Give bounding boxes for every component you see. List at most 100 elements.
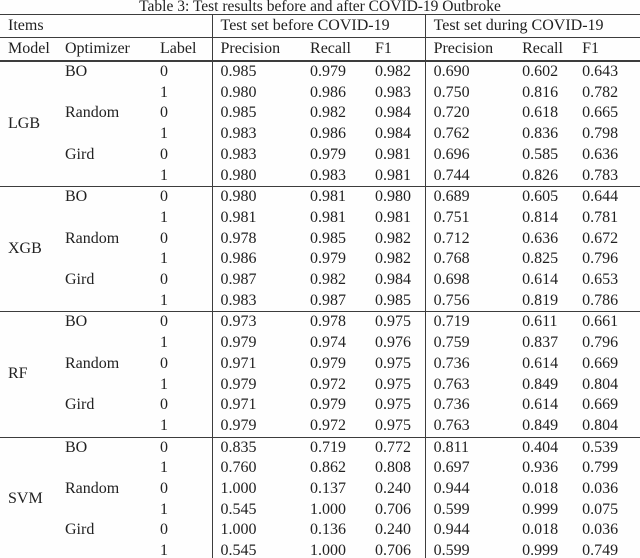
- metric-cell-f1-before: 0.981: [370, 165, 426, 188]
- metric-cell-precision-before: 0.545: [212, 541, 306, 558]
- metric-cell-recall-during: 0.816: [522, 83, 559, 101]
- metric-cell-recall-during: 0.814: [522, 208, 559, 226]
- optimizer-cell: Gird: [62, 520, 155, 558]
- optimizer-cell: Gird: [62, 144, 155, 188]
- metric-cell-precision-during: 0.768: [433, 250, 470, 268]
- table-row: 1 0.979 0.972 0.975 0.763 0.849 0.804: [0, 374, 640, 396]
- metric-cell-recall-before: 0.981: [310, 208, 347, 226]
- metric-cell-recall-before: 1.000: [310, 500, 347, 518]
- metric-cell-f1-before: 0.984: [370, 270, 426, 291]
- table-row: 1 0.979 0.974 0.976 0.759 0.837 0.796: [0, 333, 640, 354]
- metric-cell-f1-during: 0.782: [582, 83, 619, 101]
- table-row: 1 0.545 1.000 0.706 0.599 0.999 0.749: [0, 541, 640, 558]
- table-row: Random 0 1.000 0.137 0.240 0.944 0.018 0.036: [0, 479, 640, 500]
- optimizer-cell: Random: [65, 480, 120, 498]
- metric-cell-recall-before: 0.979: [310, 250, 347, 268]
- metric-cell-precision-before: 0.980: [220, 188, 257, 206]
- metric-cell-f1-during: 0.786: [578, 290, 640, 313]
- group-header-items: Items: [0, 14, 213, 38]
- optimizer-cell: BO: [65, 188, 88, 206]
- metric-cell-recall-during: 0.404: [522, 438, 559, 456]
- metric-cell-precision-during: 0.696: [433, 145, 470, 163]
- metric-cell-precision-before: 0.981: [220, 208, 257, 226]
- metric-cell-precision-during: 0.750: [433, 83, 470, 101]
- col-header-recall-before: Recall: [305, 37, 371, 62]
- metric-cell-recall-during: 0.611: [522, 313, 558, 331]
- metric-cell-precision-before: 0.979: [220, 334, 257, 352]
- metric-cell-precision-before: 0.979: [212, 415, 306, 438]
- metric-cell-f1-during: 0.781: [582, 208, 619, 226]
- metric-cell-recall-before: 0.986: [310, 125, 347, 143]
- metric-cell-recall-during: 0.614: [522, 271, 559, 289]
- metric-cell-f1-during: 0.661: [582, 313, 619, 331]
- label-cell: 0: [155, 186, 213, 208]
- metric-cell-precision-before: 0.985: [220, 63, 257, 80]
- metric-cell-precision-before: 0.971: [220, 396, 257, 414]
- metric-cell-f1-during: 0.672: [582, 229, 619, 247]
- col-header-model: Model: [0, 37, 62, 62]
- label-cell: 0: [155, 353, 213, 375]
- table-row: 1 0.980 0.986 0.983 0.750 0.816 0.782: [0, 82, 640, 104]
- label-cell: 0: [155, 103, 213, 125]
- optimizer-cell: Gird: [62, 395, 155, 438]
- metric-cell-recall-before: 0.979: [310, 396, 347, 414]
- metric-cell-precision-during: 0.689: [433, 188, 470, 206]
- label-cell: 1: [155, 249, 213, 271]
- label-cell: 1: [155, 124, 213, 145]
- table-caption: Table 3: Test results before and after C…: [139, 0, 501, 15]
- metric-cell-f1-before: 0.982: [370, 249, 426, 271]
- metric-cell-f1-during: 0.669: [582, 396, 619, 414]
- optimizer-cell: Gird: [62, 270, 155, 313]
- metric-cell-recall-before: 0.979: [310, 145, 347, 163]
- metric-cell-precision-before: 0.985: [220, 104, 257, 122]
- col-header-f1-during: F1: [578, 37, 640, 62]
- metric-cell-f1-during: 0.796: [582, 250, 619, 268]
- metric-cell-precision-during: 0.690: [433, 63, 470, 80]
- metric-cell-recall-before: 0.983: [305, 165, 371, 188]
- metric-cell-f1-before: 0.975: [370, 395, 426, 416]
- metric-cell-recall-during: 0.614: [522, 354, 559, 372]
- metric-cell-f1-during: 0.804: [578, 415, 640, 438]
- table-row: 1 0.983 0.987 0.985 0.756 0.819 0.786: [0, 290, 640, 313]
- metric-cell-recall-during: 0.849: [518, 415, 579, 438]
- metric-cell-f1-before: 0.240: [370, 479, 426, 500]
- metric-cell-f1-during: 0.749: [578, 541, 640, 558]
- model-cell: SVM: [0, 437, 62, 558]
- table-row: Random 0 0.971 0.979 0.975 0.736 0.614 0.669: [0, 353, 640, 375]
- metric-cell-precision-during: 0.599: [433, 500, 470, 518]
- metric-cell-recall-during: 0.999: [522, 500, 559, 518]
- metric-cell-f1-before: 0.982: [370, 61, 426, 83]
- optimizer-cell: BO: [65, 313, 88, 331]
- results-table-body: LGB BO 0 0.985 0.979 0.982 0.690 0.602 0.643 1 0.9…: [0, 61, 640, 558]
- metric-cell-f1-during: 0.539: [582, 438, 619, 456]
- metric-cell-recall-during: 0.018: [522, 480, 559, 498]
- metric-cell-precision-during: 0.811: [433, 438, 469, 456]
- metric-cell-precision-before: 0.973: [220, 313, 257, 331]
- metric-cell-f1-during: 0.075: [582, 500, 619, 518]
- metric-cell-recall-before: 0.719: [310, 438, 347, 456]
- label-cell: 1: [155, 333, 213, 354]
- metric-cell-f1-during: 0.799: [582, 459, 619, 477]
- table-row: Gird 0 1.000 0.136 0.240 0.944 0.018 0.036: [0, 520, 640, 558]
- metric-cell-f1-before: 0.980: [370, 186, 426, 208]
- metric-cell-precision-before: 0.987: [220, 271, 257, 289]
- group-header-row: Items Test set before COVID-19 Test set …: [0, 14, 640, 38]
- model-cell: LGB: [0, 61, 62, 188]
- metric-cell-recall-before: 0.985: [310, 229, 347, 247]
- metric-cell-f1-during: 0.653: [582, 271, 619, 289]
- label-cell: 1: [155, 165, 213, 188]
- metric-cell-precision-during: 0.736: [433, 396, 470, 414]
- table-row: XGB BO 0 0.980 0.981 0.980 0.689 0.605 0.644: [0, 186, 640, 313]
- metric-cell-precision-before: 0.980: [220, 83, 257, 101]
- metric-cell-recall-before: 0.972: [305, 415, 371, 438]
- label-cell: 1: [155, 541, 213, 558]
- metric-cell-f1-before: 0.976: [370, 333, 426, 354]
- metric-cell-precision-during: 0.744: [425, 165, 519, 188]
- metric-cell-recall-before: 0.978: [310, 313, 347, 331]
- optimizer-cell: Random: [65, 104, 120, 122]
- label-cell: 1: [155, 290, 213, 313]
- metric-cell-f1-before: 0.975: [370, 374, 426, 396]
- label-cell: 1: [155, 499, 213, 521]
- metric-cell-f1-before: 0.706: [370, 499, 426, 521]
